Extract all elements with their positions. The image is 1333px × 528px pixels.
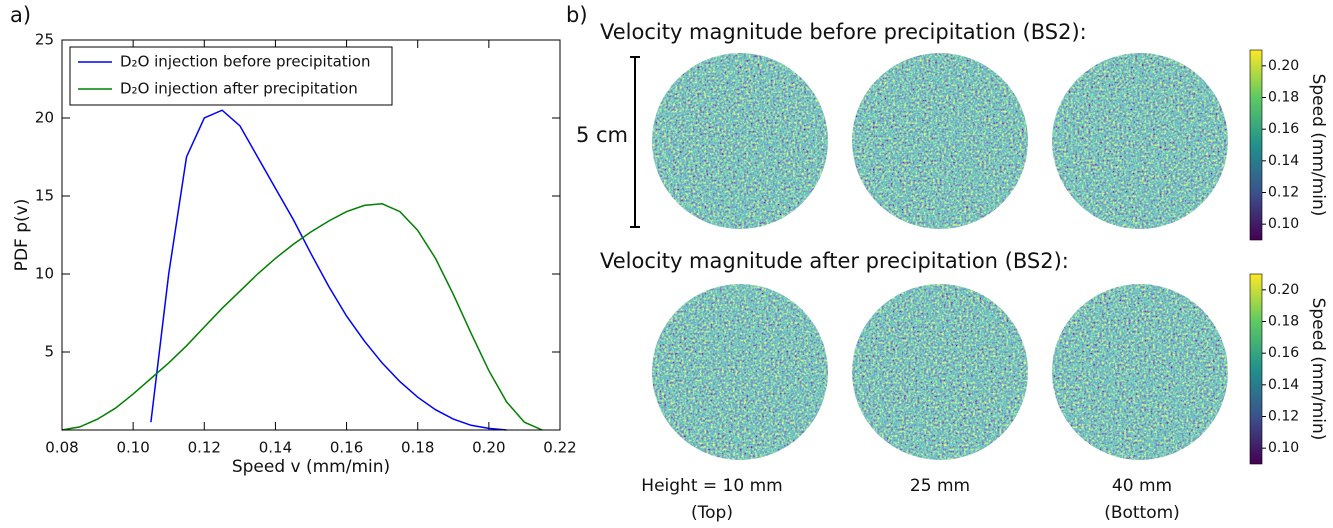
y-tick-label: 5 xyxy=(44,343,54,361)
row-title: Velocity magnitude before precipitation … xyxy=(600,20,1087,44)
x-tick-label: 0.22 xyxy=(543,439,576,457)
colorbar xyxy=(1249,49,1263,241)
scale-label: 5 cm xyxy=(576,123,628,147)
x-axis-label: Speed v (mm/min) xyxy=(232,457,390,477)
row-title: Velocity magnitude after precipitation (… xyxy=(600,249,1069,273)
column-label: Height = 10 mm xyxy=(641,476,782,496)
colorbar-tick-label: 0.18 xyxy=(1268,90,1299,106)
y-tick-label: 25 xyxy=(35,31,54,49)
colorbar-tick-label: 0.18 xyxy=(1268,314,1299,330)
y-axis-label: PDF p(v) xyxy=(12,199,32,272)
velocity-map xyxy=(852,284,1028,460)
velocity-map xyxy=(652,53,828,229)
x-tick-label: 0.10 xyxy=(116,439,149,457)
colorbar-tick-label: 0.12 xyxy=(1268,185,1299,201)
y-tick-label: 10 xyxy=(35,265,54,283)
series-line xyxy=(61,203,543,431)
column-label: 40 mm xyxy=(1112,476,1172,496)
colorbar-tick-label: 0.20 xyxy=(1268,58,1299,74)
x-tick-label: 0.18 xyxy=(401,439,434,457)
colorbar-tick-label: 0.20 xyxy=(1268,282,1299,298)
column-label: 25 mm xyxy=(910,476,970,496)
x-tick-label: 0.16 xyxy=(330,439,363,457)
colorbar-tick-label: 0.10 xyxy=(1268,216,1299,232)
colorbar-tick-label: 0.10 xyxy=(1268,440,1299,456)
colorbar-label: Speed (mm/min) xyxy=(1308,298,1328,441)
colorbar-tick-label: 0.16 xyxy=(1268,121,1299,137)
colorbar-tick-label: 0.14 xyxy=(1268,377,1299,393)
legend-label: D₂O injection before precipitation xyxy=(120,53,371,71)
y-tick-label: 20 xyxy=(35,109,54,127)
colorbar xyxy=(1249,273,1263,465)
x-tick-label: 0.12 xyxy=(188,439,221,457)
colorbar-tick-label: 0.16 xyxy=(1268,345,1299,361)
velocity-map xyxy=(1052,53,1228,229)
x-tick-label: 0.14 xyxy=(259,439,292,457)
velocity-map xyxy=(852,53,1028,229)
column-sublabel: (Top) xyxy=(691,503,733,523)
panel-label: a) xyxy=(10,3,31,27)
x-tick-label: 0.20 xyxy=(472,439,505,457)
plot-frame xyxy=(61,39,561,431)
x-tick-label: 0.08 xyxy=(45,439,78,457)
colorbar-tick-label: 0.12 xyxy=(1268,409,1299,425)
column-sublabel: (Bottom) xyxy=(1104,503,1180,523)
legend-label: D₂O injection after precipitation xyxy=(120,80,358,98)
colorbar-label: Speed (mm/min) xyxy=(1308,74,1328,217)
velocity-map xyxy=(652,284,828,460)
velocity-map xyxy=(1052,284,1228,460)
series-line xyxy=(150,109,507,431)
legend-box xyxy=(69,46,393,106)
panel-label: b) xyxy=(566,3,588,27)
colorbar-tick-label: 0.14 xyxy=(1268,153,1299,169)
y-tick-label: 15 xyxy=(35,187,54,205)
